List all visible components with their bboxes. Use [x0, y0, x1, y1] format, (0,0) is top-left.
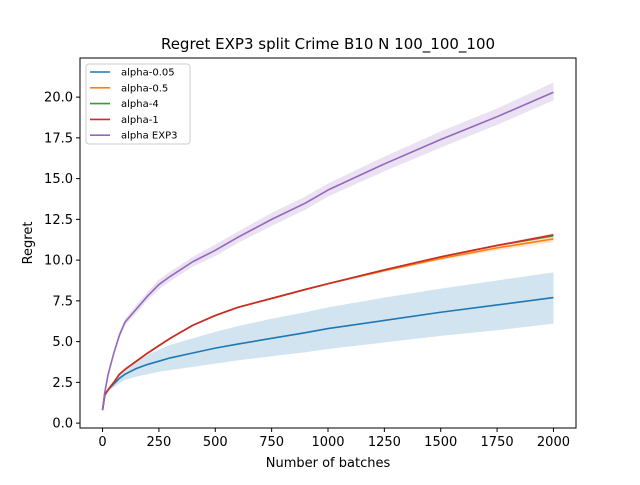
x-tick-label: 250: [146, 435, 171, 450]
x-tick-label: 1750: [481, 435, 514, 450]
chart-title: Regret EXP3 split Crime B10 N 100_100_10…: [161, 35, 495, 54]
band-alpha-0-05: [102, 272, 554, 411]
x-tick-label: 1250: [368, 435, 401, 450]
y-tick-label: 20.0: [44, 91, 73, 106]
legend-label-alpha-exp3: alpha EXP3: [121, 131, 177, 142]
x-axis-label: Number of batches: [266, 456, 391, 471]
series-lines: [101, 91, 554, 411]
x-tick-label: 1000: [311, 435, 344, 450]
y-tick-label: 2.5: [52, 376, 73, 391]
band-alpha-exp3: [102, 82, 554, 412]
legend-label-alpha-0-05: alpha-0.05: [121, 68, 175, 79]
line-alpha-exp3: [101, 91, 554, 411]
legend-box: [85, 63, 191, 145]
legend-label-alpha-4: alpha-4: [121, 99, 159, 110]
y-tick-label: 10.0: [44, 254, 73, 269]
y-tick-label: 17.5: [44, 131, 73, 146]
line-alpha-0-05: [101, 296, 554, 411]
legend-label-alpha-0-5: alpha-0.5: [121, 83, 168, 94]
y-tick-label: 15.0: [44, 172, 73, 187]
y-tick-label: 12.5: [44, 213, 73, 228]
y-tick-label: 0.0: [52, 417, 73, 432]
x-tick-label: 500: [203, 435, 228, 450]
x-tick-label: 2000: [537, 435, 570, 450]
y-tick-label: 5.0: [52, 335, 73, 350]
line-alpha-1: [101, 234, 554, 411]
x-tick-label: 1500: [424, 435, 457, 450]
legend: alpha-0.05 alpha-0.5 alpha-4 alpha-1 alpha E…: [85, 63, 191, 145]
x-tick-label: 0: [98, 435, 106, 450]
confidence-bands: [102, 82, 554, 412]
y-axis-ticks: 0.0 2.5 5.0 7.5 10.0 12.5 15.0 17.5 20.0: [44, 91, 80, 432]
y-axis-label: Regret: [21, 222, 36, 265]
legend-label-alpha-1: alpha-1: [121, 115, 159, 126]
x-axis-ticks: 0 250 500 750 1000 1250 1500 1750 2000: [98, 428, 570, 450]
y-tick-label: 7.5: [52, 294, 73, 309]
x-tick-label: 750: [259, 435, 284, 450]
